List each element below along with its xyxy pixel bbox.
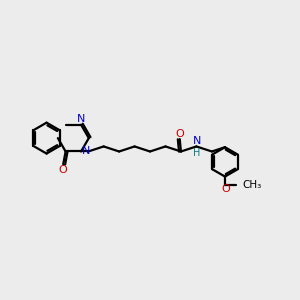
- Text: N: N: [77, 114, 86, 124]
- Text: O: O: [176, 129, 184, 139]
- Text: CH₃: CH₃: [243, 180, 262, 190]
- Text: N: N: [82, 146, 91, 157]
- Text: H: H: [193, 148, 201, 158]
- Text: N: N: [193, 136, 201, 146]
- Text: O: O: [58, 164, 67, 175]
- Text: O: O: [221, 184, 230, 194]
